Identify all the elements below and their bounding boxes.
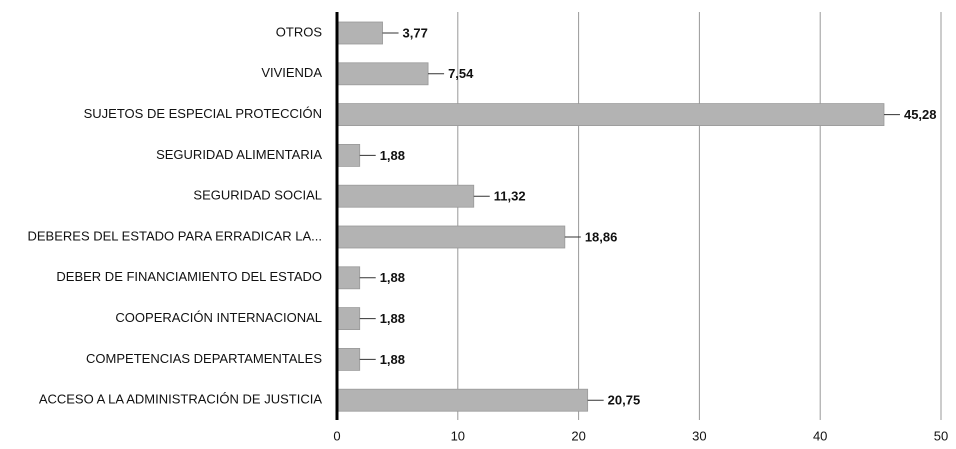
value-label: 45,28 [904, 107, 937, 122]
value-label: 1,88 [380, 352, 405, 367]
bar [336, 307, 361, 331]
bar [336, 347, 361, 371]
bar [336, 184, 475, 208]
value-label: 1,88 [380, 311, 405, 326]
x-tick-label: 0 [333, 428, 340, 443]
bar [336, 62, 429, 86]
x-tick-label: 20 [571, 428, 585, 443]
bar [336, 21, 383, 45]
bar [336, 225, 566, 249]
y-tick-label: ACCESO A LA ADMINISTRACIÓN DE JUSTICIA [39, 392, 323, 407]
x-tick-label: 10 [451, 428, 465, 443]
y-tick-label: VIVIENDA [261, 65, 322, 80]
y-tick-label: DEBERES DEL ESTADO PARA ERRADICAR LA... [27, 228, 322, 243]
value-label: 3,77 [403, 25, 428, 40]
y-tick-label: SEGURIDAD SOCIAL [193, 188, 322, 203]
bar [336, 388, 589, 412]
y-tick-label: COOPERACIÓN INTERNACIONAL [115, 310, 322, 325]
x-tick-label: 30 [692, 428, 706, 443]
value-label: 7,54 [448, 66, 474, 81]
x-tick-label: 40 [813, 428, 827, 443]
y-tick-label: COMPETENCIAS DEPARTAMENTALES [86, 351, 322, 366]
y-tick-label: SUJETOS DE ESPECIAL PROTECCIÓN [84, 106, 322, 121]
value-label: 20,75 [608, 393, 641, 408]
y-tick-label: OTROS [276, 24, 323, 39]
value-label: 11,32 [494, 189, 526, 204]
y-tick-label: SEGURIDAD ALIMENTARIA [156, 147, 322, 162]
value-label: 1,88 [380, 148, 405, 163]
y-tick-label: DEBER DE FINANCIAMIENTO DEL ESTADO [56, 269, 322, 284]
bar [336, 266, 361, 290]
bar [336, 143, 361, 167]
value-label: 1,88 [380, 270, 405, 285]
bar [336, 103, 885, 126]
x-tick-label: 50 [934, 428, 948, 443]
value-label: 18,86 [585, 229, 618, 244]
